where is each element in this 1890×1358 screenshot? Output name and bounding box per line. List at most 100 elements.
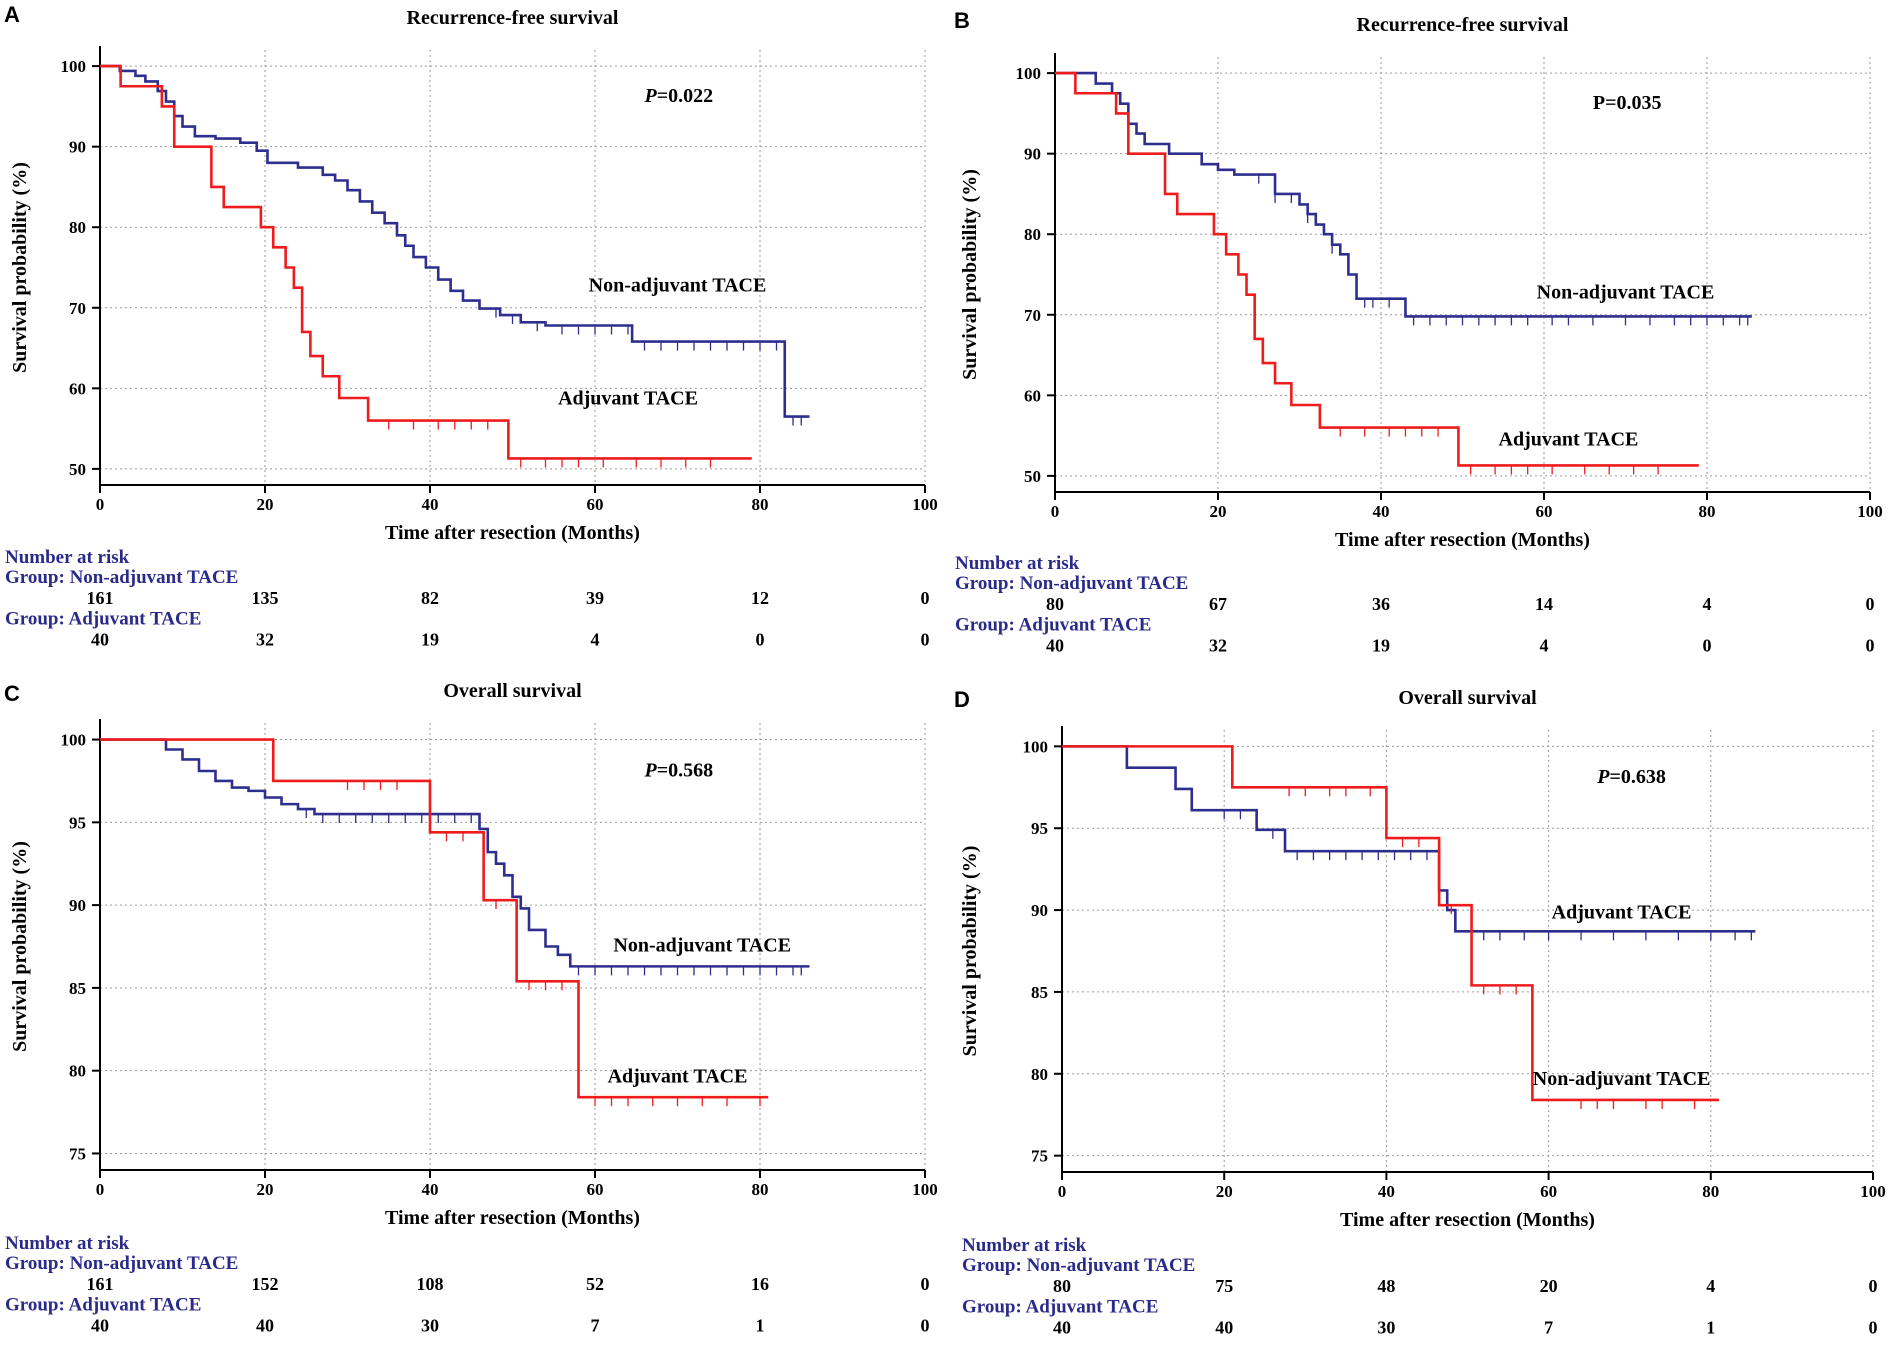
risk-table-title: Number at risk	[962, 1235, 1087, 1256]
x-axis-title: Time after resection (Months)	[385, 522, 640, 544]
risk-count: 40	[1053, 1317, 1071, 1337]
risk-count: 48	[1377, 1276, 1395, 1296]
x-axis-title: Time after resection (Months)	[1340, 1209, 1595, 1231]
risk-count: 108	[417, 1274, 444, 1294]
risk-count: 40	[91, 629, 109, 649]
risk-count: 152	[252, 1274, 279, 1294]
risk-count: 40	[91, 1315, 109, 1335]
y-tick-label: 70	[69, 299, 86, 318]
risk-count: 52	[586, 1274, 604, 1294]
x-tick-label: 100	[912, 1180, 938, 1199]
x-tick-label: 0	[1058, 1182, 1067, 1201]
x-tick-label: 40	[1378, 1182, 1395, 1201]
risk-count: 4	[1703, 594, 1712, 614]
y-tick-label: 50	[69, 460, 86, 479]
y-tick-label: 60	[1024, 386, 1041, 405]
km-chart-a: A 0 20 40 60 80 1005060708090100Recurrence-fr…	[4, 2, 938, 649]
x-tick-label: 20	[257, 495, 274, 514]
curve-label: Adjuvant TACE	[558, 387, 698, 409]
risk-count: 0	[1866, 594, 1875, 614]
risk-count: 40	[1046, 635, 1064, 655]
curve-label: Non-adjuvant TACE	[1537, 282, 1715, 304]
chart-title: Recurrence-free survival	[1357, 14, 1569, 36]
survival-curve-red	[1055, 71, 1699, 467]
panel-a: A 0 20 40 60 80 100 50 60 70 80 90 100 Recurrence-fr…	[0, 0, 940, 679]
x-tick-label: 0	[96, 1180, 105, 1199]
y-axis-title: Survival probability (%)	[9, 162, 31, 373]
risk-count: 7	[591, 1315, 600, 1335]
risk-count: 7	[1544, 1317, 1553, 1337]
risk-count: 161	[87, 1274, 114, 1294]
x-tick-label: 100	[1860, 1182, 1886, 1201]
y-tick-label: 85	[1031, 983, 1048, 1002]
risk-count: 0	[1869, 1276, 1878, 1296]
risk-count: 20	[1540, 1276, 1558, 1296]
curve-label: Adjuvant TACE	[608, 1065, 748, 1087]
chart-title: Overall survival	[1398, 687, 1537, 709]
curve-label: Non-adjuvant TACE	[613, 934, 791, 956]
x-tick-label: 80	[1699, 502, 1716, 521]
x-axis-title: Time after resection (Months)	[385, 1207, 640, 1229]
risk-group-label: Group: Adjuvant TACE	[5, 609, 201, 630]
risk-group-label: Group: Adjuvant TACE	[955, 615, 1151, 636]
curve-label: Adjuvant TACE	[1552, 901, 1692, 923]
risk-count: 0	[921, 1315, 930, 1335]
risk-count: 0	[1703, 635, 1712, 655]
risk-count: 1	[756, 1315, 765, 1335]
x-tick-label: 80	[1702, 1182, 1719, 1201]
risk-table-title: Number at risk	[5, 547, 130, 568]
y-axis-title: Survival probability (%)	[959, 846, 981, 1057]
y-tick-label: 90	[1031, 901, 1048, 920]
risk-count: 80	[1046, 594, 1064, 614]
km-chart-b: B 0 20 40 60 80 1005060708090100Recurrence-fr…	[954, 8, 1883, 655]
x-tick-label: 0	[96, 495, 105, 514]
risk-group-label: Group: Adjuvant TACE	[5, 1295, 201, 1316]
panel-b: B 0 20 40 60 80 100 50 60 70 80 90 100 Recurrence-fr…	[950, 0, 1890, 679]
risk-group-label: Group: Non-adjuvant TACE	[5, 1253, 238, 1274]
risk-count: 1	[1706, 1317, 1715, 1337]
curve-label: Non-adjuvant TACE	[1533, 1068, 1711, 1090]
y-axis-title: Survival probability (%)	[959, 169, 981, 380]
y-tick-label: 100	[61, 731, 87, 750]
y-tick-label: 75	[69, 1144, 86, 1163]
risk-count: 0	[921, 588, 930, 608]
risk-count: 0	[1869, 1317, 1878, 1337]
y-tick-label: 75	[1031, 1147, 1048, 1166]
risk-count: 30	[1377, 1317, 1395, 1337]
y-tick-label: 100	[61, 57, 87, 76]
risk-count: 40	[256, 1315, 274, 1335]
risk-count: 0	[921, 629, 930, 649]
x-tick-label: 80	[752, 495, 769, 514]
survival-curve-blue	[100, 64, 810, 418]
y-tick-label: 90	[69, 896, 86, 915]
risk-table-title: Number at risk	[955, 553, 1080, 574]
y-tick-label: 90	[69, 138, 86, 157]
risk-count: 4	[591, 629, 600, 649]
survival-curve-blue	[1055, 71, 1752, 318]
y-tick-label: 85	[69, 979, 86, 998]
y-tick-label: 80	[1024, 225, 1041, 244]
y-tick-label: 100	[1016, 64, 1042, 83]
y-tick-label: 70	[1024, 306, 1041, 325]
risk-count: 40	[1215, 1317, 1233, 1337]
risk-count: 0	[756, 629, 765, 649]
risk-count: 19	[421, 629, 439, 649]
y-tick-label: 80	[69, 218, 86, 237]
risk-count: 161	[87, 588, 114, 608]
risk-group-label: Group: Non-adjuvant TACE	[962, 1255, 1195, 1276]
y-tick-label: 50	[1024, 467, 1041, 486]
risk-count: 0	[921, 1274, 930, 1294]
risk-count: 4	[1706, 1276, 1715, 1296]
survival-curve-blue	[1062, 745, 1756, 933]
x-axis-title: Time after resection (Months)	[1335, 529, 1590, 551]
y-tick-label: 95	[69, 813, 86, 832]
y-tick-label: 90	[1024, 145, 1041, 164]
x-tick-label: 60	[587, 495, 604, 514]
x-tick-label: 40	[1373, 502, 1390, 521]
y-tick-label: 80	[1031, 1065, 1048, 1084]
panel-letter: A	[4, 2, 20, 27]
x-tick-label: 100	[912, 495, 938, 514]
curve-label: Adjuvant TACE	[1499, 428, 1639, 450]
panel-letter: D	[954, 687, 970, 712]
